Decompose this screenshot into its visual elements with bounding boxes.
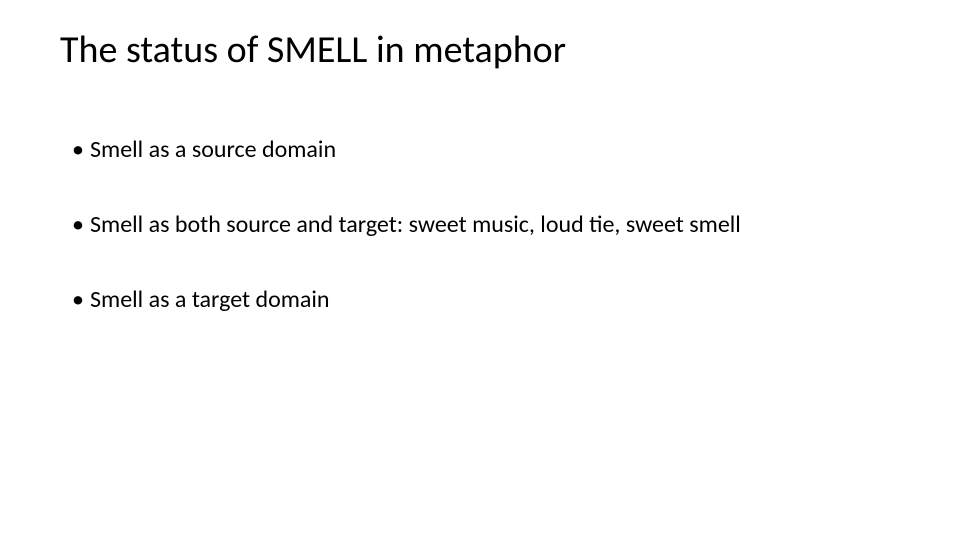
bullet-text: Smell as a source domain <box>90 135 336 164</box>
bullet-text: Smell as a target domain <box>90 285 330 314</box>
bullet-text: Smell as both source and target: sweet m… <box>90 210 741 239</box>
list-item: Smell as a source domain <box>72 134 900 165</box>
slide: The status of SMELL in metaphor Smell as… <box>0 0 960 540</box>
list-item: Smell as a target domain <box>72 284 900 315</box>
list-item: Smell as both source and target: sweet m… <box>72 209 900 240</box>
bullet-list: Smell as a source domain Smell as both s… <box>60 134 900 316</box>
slide-title: The status of SMELL in metaphor <box>60 28 900 74</box>
